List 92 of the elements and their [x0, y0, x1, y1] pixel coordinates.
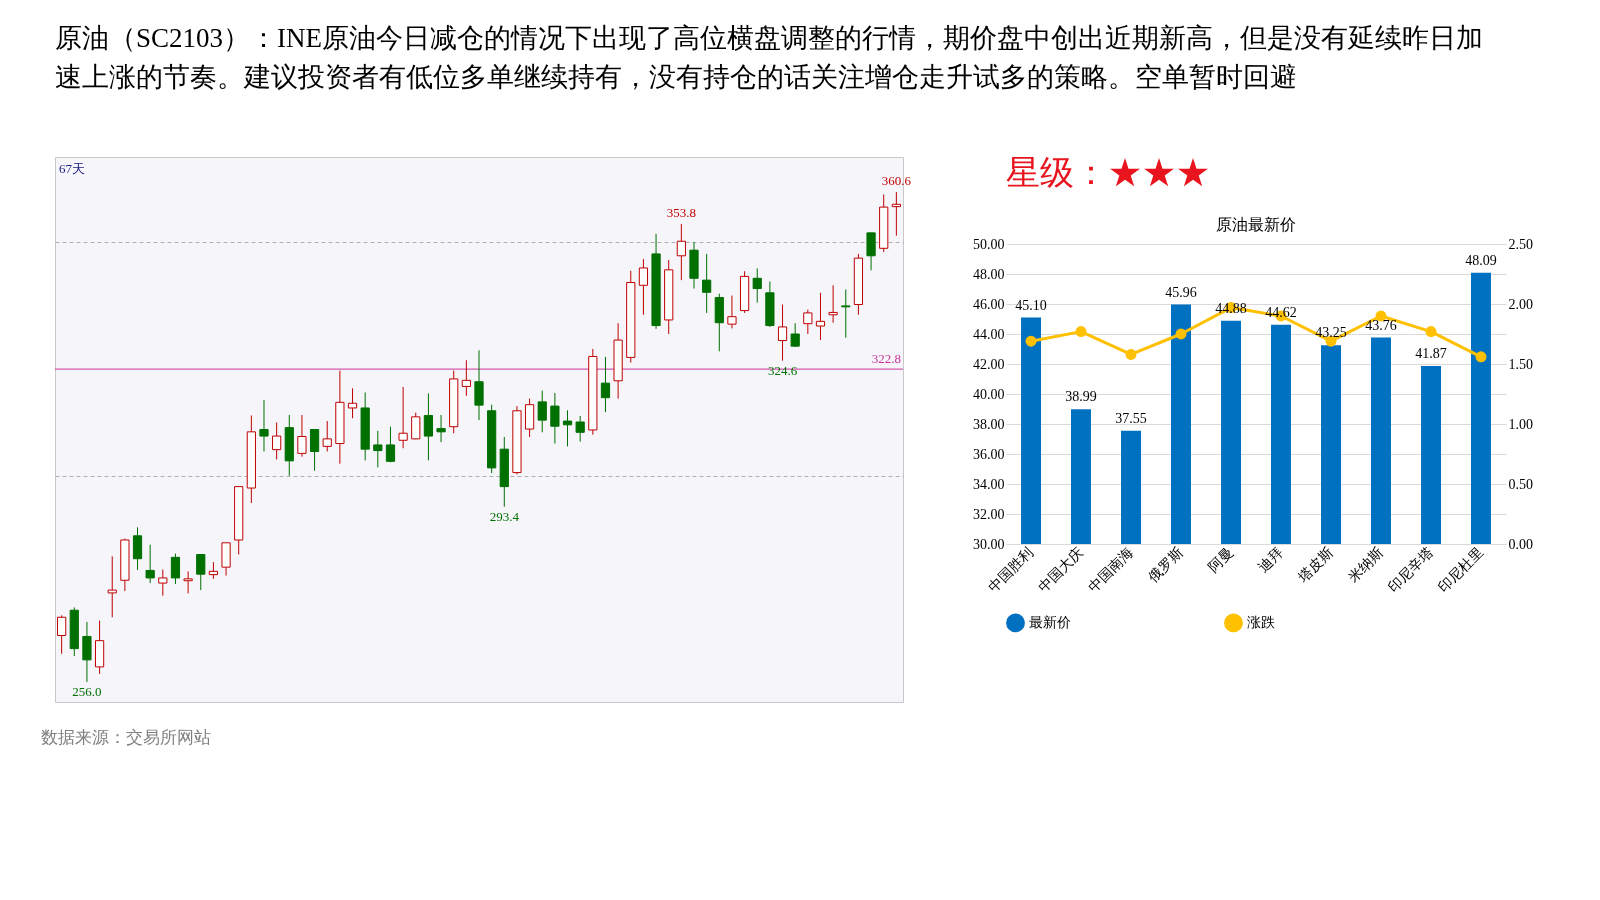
- candlestick: [815, 292, 826, 341]
- point: [1125, 348, 1137, 360]
- x-tick-label: 中国南海: [1085, 544, 1136, 596]
- y2-tick-label: 1.50: [1508, 356, 1533, 372]
- y2-tick-label: 2.50: [1508, 236, 1533, 252]
- annotation: 293.4: [489, 508, 520, 524]
- annotation: 256.0: [72, 683, 102, 699]
- y2-tick-label: 0.00: [1508, 536, 1533, 552]
- x-tick-label: 印尼辛塔: [1385, 544, 1436, 596]
- legend-label: 最新价: [1029, 614, 1071, 630]
- y2-tick-label: 2.00: [1508, 296, 1533, 312]
- candlestick: [828, 284, 838, 324]
- data-label: 43.76: [1365, 317, 1397, 333]
- data-label: 37.55: [1115, 410, 1147, 426]
- y-tick-label: 48.00: [973, 266, 1005, 282]
- candlestick: [373, 430, 383, 468]
- y-tick-label: 32.00: [973, 506, 1005, 522]
- candlestick: [891, 191, 901, 237]
- source-note: 数据来源：交易所网站: [41, 728, 211, 747]
- text: 星级：★★★: [1006, 154, 1210, 191]
- candlestick: [158, 569, 168, 597]
- y-tick-label: 46.00: [973, 296, 1005, 312]
- text: 原油（SC2103）：INE原油今日减仓的情况下出现了高位横盘调整的行情，期价盘中创出近期新高，但是没有延续昨日加速上涨的节奏。建议投资者有低位多单继续持有，没有持仓的话关注增仓走升试多的策略。空单暂时回避: [55, 23, 1484, 93]
- candlestick: [803, 309, 813, 335]
- y-tick-label: 34.00: [973, 476, 1005, 492]
- y-tick-label: 42.00: [973, 356, 1005, 372]
- candlestick: [436, 414, 446, 443]
- candlestick: [562, 409, 573, 447]
- candlestick: [170, 553, 181, 585]
- point: [1075, 326, 1087, 338]
- candlestick: [145, 544, 155, 584]
- x-tick-label: 塔皮斯: [1294, 544, 1336, 586]
- candlestick: [752, 267, 762, 304]
- candlestick: [259, 399, 269, 453]
- annotation: 360.6: [881, 173, 912, 189]
- point: [1025, 335, 1037, 347]
- candlestick: [474, 349, 484, 421]
- ref-line-label: 322.8: [871, 351, 901, 367]
- annotation: 353.8: [666, 204, 696, 220]
- candlestick: [196, 554, 206, 591]
- candlestick: [132, 526, 143, 571]
- candlestick: [727, 295, 737, 329]
- annotation: 324.6: [767, 362, 798, 378]
- candlestick: [777, 303, 788, 362]
- candlestick: [398, 386, 408, 449]
- y-tick-label: 44.00: [973, 326, 1005, 342]
- candlestick: [550, 392, 560, 445]
- candlestick: [82, 621, 92, 683]
- x-tick-label: 迪拜: [1255, 544, 1286, 576]
- candlestick: [297, 414, 307, 458]
- x-tick-label: 阿曼: [1205, 544, 1236, 576]
- y-tick-label: 40.00: [973, 386, 1005, 402]
- point: [1425, 326, 1437, 338]
- candlestick: [575, 415, 585, 443]
- y-tick-label: 30.00: [973, 536, 1005, 552]
- x-tick-label: 中国大庆: [1035, 544, 1086, 596]
- annotation: 67天: [59, 161, 85, 176]
- candlestick: [638, 258, 649, 316]
- candlestick: [411, 412, 421, 440]
- data-label: 44.88: [1215, 300, 1247, 316]
- candlestick: [461, 359, 471, 397]
- point: [1175, 328, 1187, 340]
- y2-tick-label: 0.50: [1508, 476, 1533, 492]
- x-tick-label: 印尼杜里: [1435, 544, 1486, 596]
- candlestick: [309, 429, 320, 472]
- y-tick-label: 50.00: [973, 236, 1005, 252]
- candlestick: [183, 570, 193, 594]
- x-tick-label: 俄罗斯: [1145, 544, 1186, 586]
- data-label: 45.96: [1165, 284, 1197, 300]
- y-tick-label: 38.00: [973, 416, 1005, 432]
- legend-label: 涨跌: [1247, 614, 1275, 630]
- candlestick: [866, 232, 876, 271]
- data-label: 41.87: [1415, 345, 1447, 361]
- candlestick: [272, 421, 282, 460]
- candlestick: [423, 392, 434, 461]
- candlestick: [322, 420, 332, 453]
- candlestick: [676, 223, 686, 281]
- candlestick: [537, 390, 547, 433]
- candlestick: [841, 289, 851, 339]
- candlestick: [385, 426, 396, 463]
- candlestick: [600, 356, 611, 413]
- data-label: 48.09: [1465, 252, 1497, 268]
- candlestick: [347, 387, 358, 419]
- y2-tick-label: 1.00: [1508, 416, 1533, 432]
- x-tick-label: 米纳斯: [1345, 544, 1386, 586]
- candlestick: [702, 253, 712, 314]
- candlestick: [107, 555, 117, 618]
- data-label: 45.10: [1015, 297, 1047, 313]
- y-tick-label: 36.00: [973, 446, 1005, 462]
- point: [1475, 351, 1487, 363]
- chart-title: 原油最新价: [1216, 216, 1296, 233]
- data-label: 38.99: [1065, 389, 1097, 405]
